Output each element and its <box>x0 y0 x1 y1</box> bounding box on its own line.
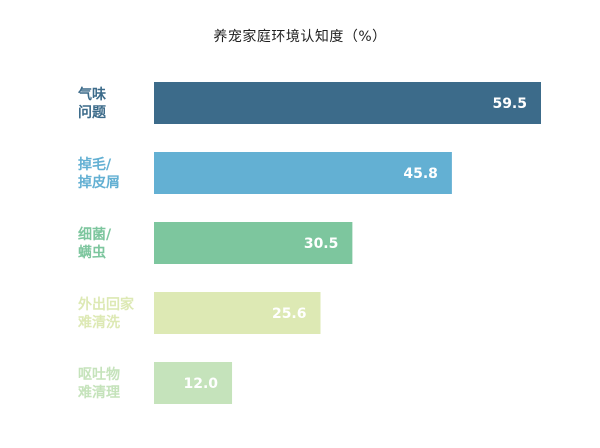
category-label-line: 难清洗 <box>77 314 120 331</box>
category-label: 气味问题 <box>77 86 107 121</box>
bar <box>154 152 452 194</box>
category-label-line: 掉皮屑 <box>78 174 120 191</box>
category-label-line: 气味 <box>77 86 106 103</box>
bar <box>154 222 353 264</box>
category-label-line: 外出回家 <box>78 296 135 313</box>
bar-value-label: 25.6 <box>272 306 307 322</box>
category-label: 细菌/螨虫 <box>78 226 112 261</box>
category-label: 外出回家难清洗 <box>77 296 135 331</box>
category-label-line: 难清理 <box>77 384 120 401</box>
chart-title: 养宠家庭环境认知度（%） <box>213 29 387 45</box>
category-label: 呕吐物难清理 <box>77 366 120 401</box>
category-label-line: 螨虫 <box>78 244 106 261</box>
bar-value-label: 59.5 <box>492 96 527 112</box>
bar-value-label: 12.0 <box>184 376 219 392</box>
category-label-line: 掉毛/ <box>78 156 112 173</box>
category-label-line: 呕吐物 <box>78 366 120 383</box>
bar-value-label: 30.5 <box>304 236 339 252</box>
bar-value-label: 45.8 <box>403 166 438 182</box>
category-label: 掉毛/掉皮屑 <box>78 156 120 191</box>
bar <box>154 292 321 334</box>
category-label-line: 问题 <box>78 104 107 121</box>
category-label-line: 细菌/ <box>78 226 112 243</box>
bar <box>154 82 541 124</box>
bar <box>154 362 233 404</box>
